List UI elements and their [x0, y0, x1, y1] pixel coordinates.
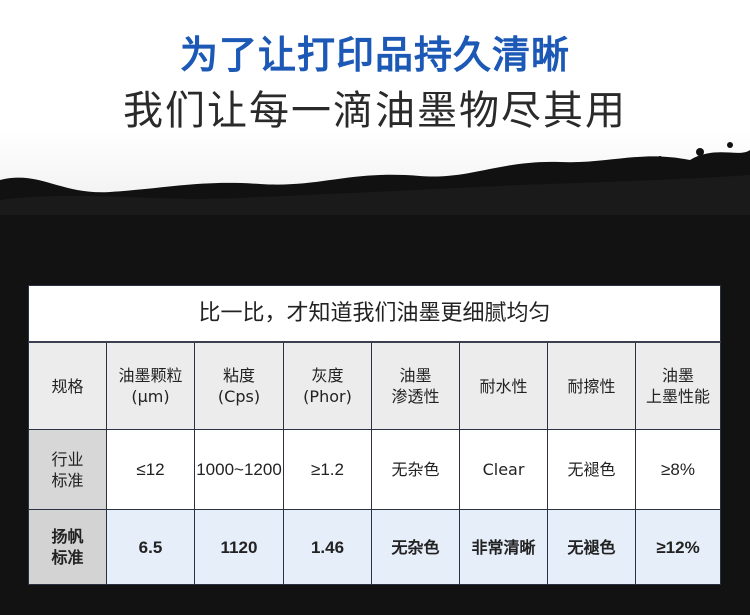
- column-header: 粘度 (Cps): [194, 341, 284, 430]
- table-cell: 1.46: [283, 509, 372, 585]
- column-header: 油墨颗粒 (μm): [106, 341, 195, 430]
- table-cell: 无杂色: [371, 429, 460, 510]
- headline-primary: 为了让打印品持久清晰: [179, 33, 570, 77]
- row-label: 行业 标准: [28, 429, 107, 510]
- table-cell: ≤12: [106, 429, 195, 510]
- table-cell: 无褪色: [547, 429, 636, 510]
- table-cell: 1000~1200: [194, 429, 284, 510]
- table-cell: 非常清晰: [459, 509, 548, 585]
- table-cell: 1120: [194, 509, 284, 585]
- table-row-yangfan: 扬帆 标准 6.5 1120 1.46 无杂色 非常清晰 无褪色 ≥12%: [28, 509, 722, 585]
- row-label: 扬帆 标准: [28, 509, 107, 585]
- column-header: 油墨 渗透性: [371, 341, 460, 430]
- table-cell: ≥1.2: [283, 429, 372, 510]
- table-header-row: 规格 油墨颗粒 (μm) 粘度 (Cps) 灰度 (Phor) 油墨 渗透性 耐水性 耐擦性…: [28, 341, 722, 430]
- table-cell: 6.5: [106, 509, 195, 585]
- comparison-table: 比一比，才知道我们油墨更细腻均匀 规格 油墨颗粒 (μm) 粘度 (Cps) 灰度 (…: [27, 285, 722, 585]
- column-header: 规格: [28, 341, 107, 430]
- column-header: 油墨 上墨性能: [634, 341, 722, 430]
- table-cell: ≥8%: [634, 429, 722, 510]
- table-cell: ≥12%: [634, 509, 722, 585]
- table-cell: 无褪色: [547, 509, 636, 585]
- column-header: 耐擦性: [547, 341, 636, 430]
- column-header: 灰度 (Phor): [283, 341, 372, 430]
- table-cell: Clear: [459, 429, 548, 510]
- table-cell: 无杂色: [371, 509, 460, 585]
- column-header: 耐水性: [459, 341, 548, 430]
- table-title: 比一比，才知道我们油墨更细腻均匀: [27, 285, 722, 343]
- table-row-industry: 行业 标准 ≤12 1000~1200 ≥1.2 无杂色 Clear 无褪色 ≥8%: [28, 429, 722, 510]
- headline-secondary: 我们让每一滴油墨物尽其用: [123, 88, 627, 134]
